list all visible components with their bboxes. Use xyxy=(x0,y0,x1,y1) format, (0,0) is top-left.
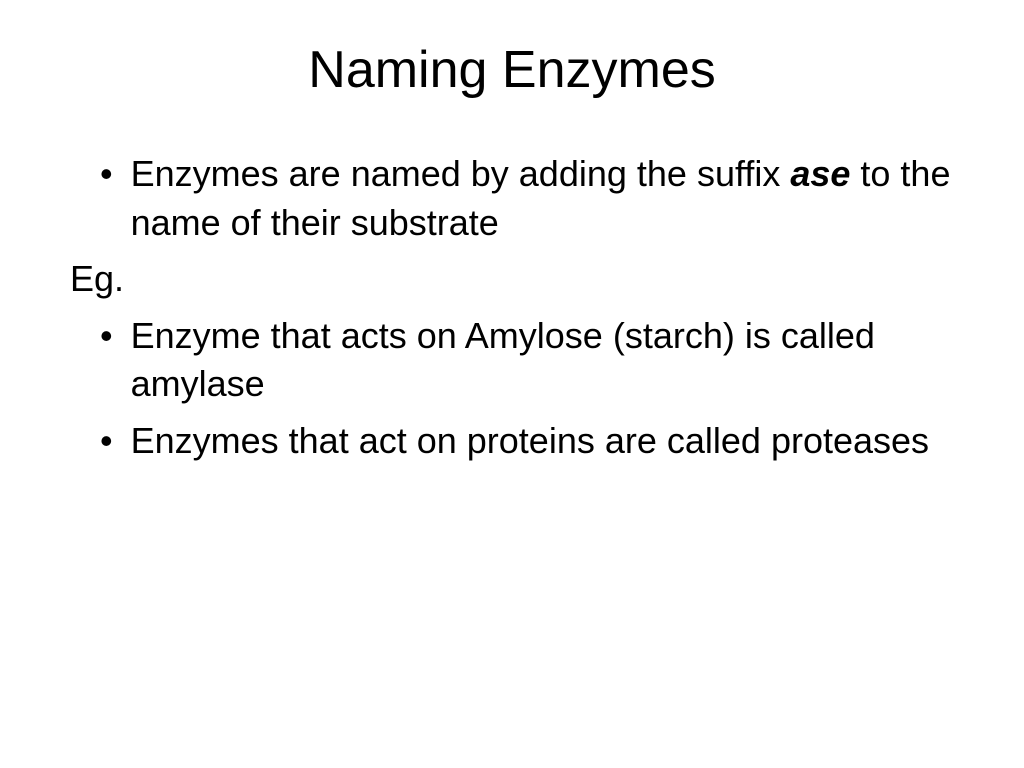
bullet-item: • Enzyme that acts on Amylose (starch) i… xyxy=(70,312,954,409)
slide-title: Naming Enzymes xyxy=(70,40,954,100)
bullet-marker: • xyxy=(100,417,113,466)
text-segment: Enzymes are named by adding the suffix xyxy=(131,153,791,194)
bullet-text: Enzymes are named by adding the suffix a… xyxy=(131,150,954,247)
bullet-text: Enzymes that act on proteins are called … xyxy=(131,417,954,466)
plain-line: Eg. xyxy=(70,255,954,304)
text-segment-emphasis: ase xyxy=(790,153,850,194)
bullet-marker: • xyxy=(100,312,113,409)
bullet-item: • Enzymes that act on proteins are calle… xyxy=(70,417,954,466)
slide-content: • Enzymes are named by adding the suffix… xyxy=(70,150,954,466)
bullet-marker: • xyxy=(100,150,113,247)
bullet-item: • Enzymes are named by adding the suffix… xyxy=(70,150,954,247)
bullet-text: Enzyme that acts on Amylose (starch) is … xyxy=(131,312,954,409)
